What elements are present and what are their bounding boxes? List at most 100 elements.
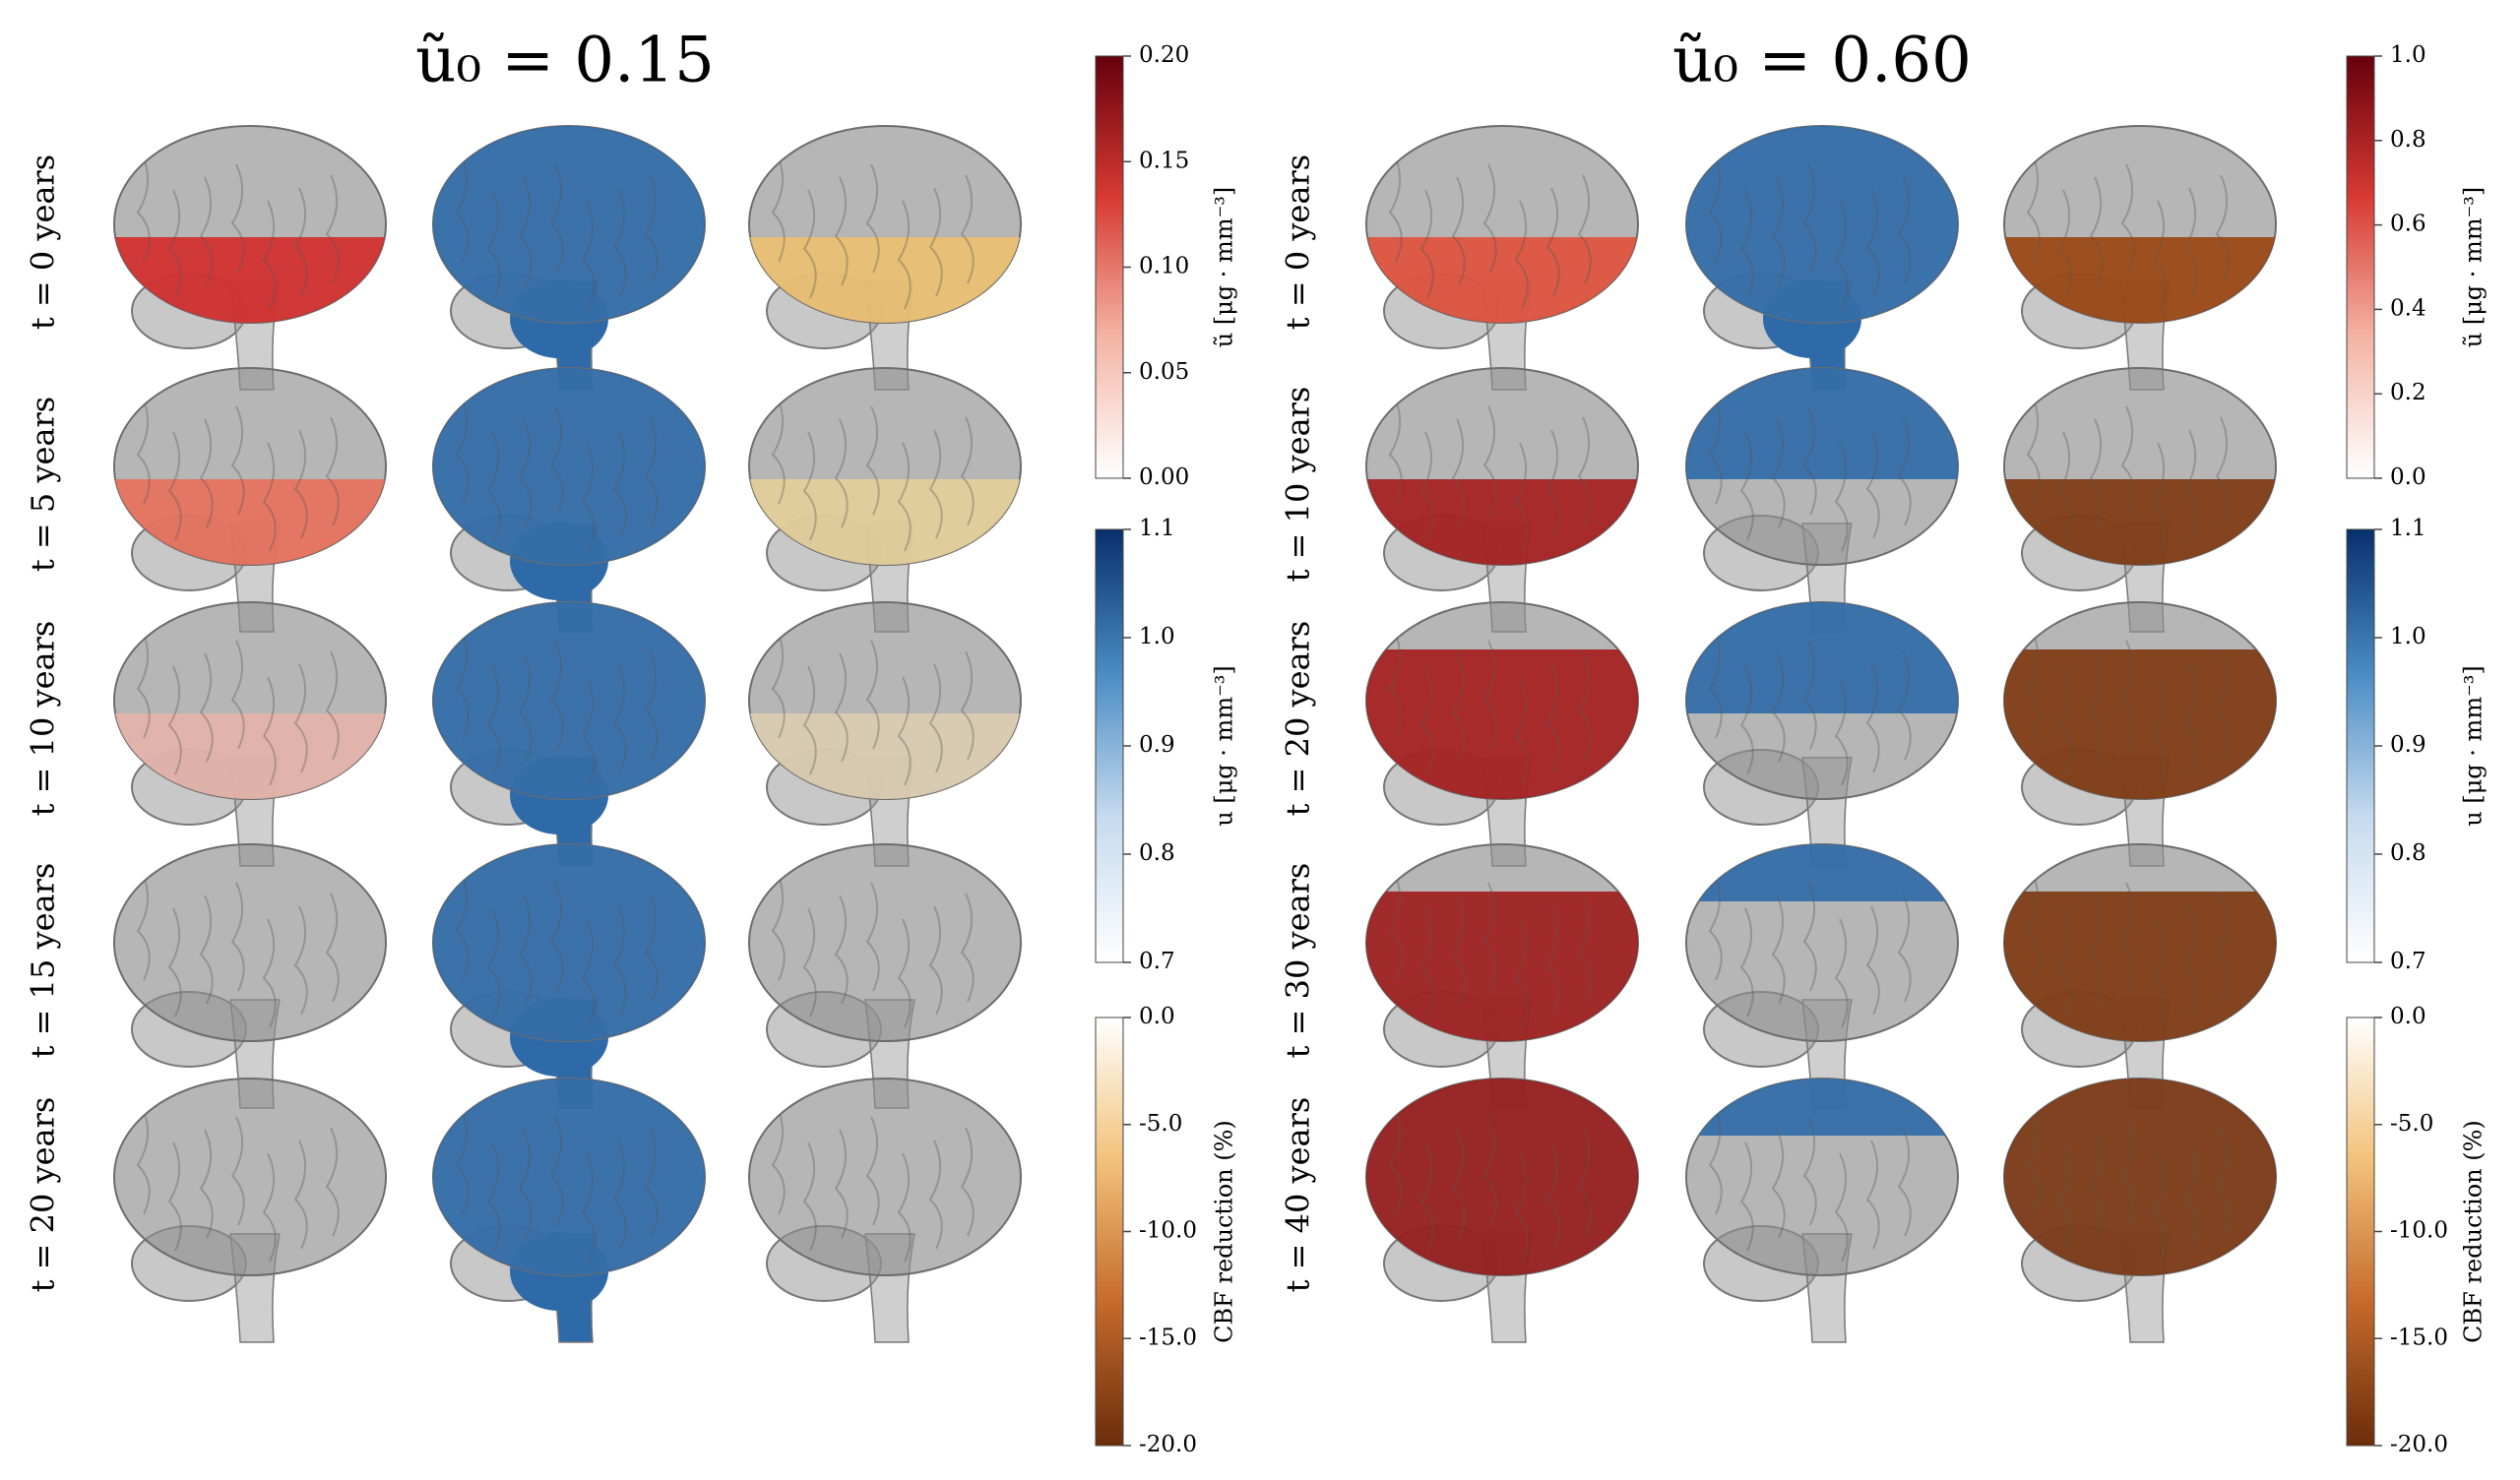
sulcus bbox=[928, 429, 943, 539]
sulcus bbox=[486, 189, 501, 299]
sulcus bbox=[2089, 176, 2104, 286]
sulcus bbox=[897, 200, 912, 310]
sulcus bbox=[834, 894, 849, 1005]
sulcus bbox=[230, 640, 245, 750]
sulcus bbox=[455, 629, 470, 739]
brain bbox=[2003, 1078, 2277, 1343]
sulcus bbox=[1419, 189, 1434, 299]
sulcus bbox=[1708, 153, 1723, 263]
sulcus bbox=[644, 650, 659, 761]
sulcus bbox=[960, 650, 975, 761]
sulcus bbox=[834, 418, 849, 528]
sulcus bbox=[897, 1152, 912, 1263]
sulcus bbox=[262, 918, 277, 1028]
cerebrum bbox=[113, 1078, 387, 1276]
brain bbox=[1685, 601, 1959, 867]
sulcus bbox=[199, 894, 214, 1005]
sulcus bbox=[1451, 418, 1466, 528]
sulcus bbox=[2152, 442, 2167, 552]
sulcus bbox=[1802, 1116, 1817, 1226]
sulcus bbox=[865, 163, 880, 274]
sulcus bbox=[325, 416, 340, 526]
sulcus bbox=[1451, 1129, 1466, 1239]
tick-label: 1.1 bbox=[2390, 516, 2426, 541]
tick-label: 0.8 bbox=[2390, 127, 2426, 153]
sulcus bbox=[771, 153, 786, 263]
sulcus bbox=[834, 1129, 849, 1239]
colorbar-label: u [μg · mm⁻³] bbox=[2460, 665, 2488, 826]
tick-label: -5.0 bbox=[2390, 1111, 2433, 1137]
sulcus bbox=[518, 418, 533, 528]
tick-label: 1.1 bbox=[1139, 516, 1175, 541]
sulcus bbox=[581, 918, 596, 1028]
sulcus bbox=[865, 640, 880, 750]
sulcus bbox=[1897, 416, 1912, 526]
sulcus bbox=[167, 189, 182, 299]
sulcus bbox=[1451, 652, 1466, 763]
sulcus bbox=[865, 405, 880, 516]
tick-label: -15.0 bbox=[1139, 1325, 1197, 1350]
sulcus bbox=[2215, 174, 2230, 284]
sulcus bbox=[1514, 918, 1529, 1028]
sulcus bbox=[486, 431, 501, 541]
brain bbox=[2003, 125, 2277, 391]
tick-label: 0.2 bbox=[2390, 380, 2426, 405]
sulcus bbox=[612, 663, 627, 773]
brain bbox=[748, 125, 1022, 391]
sulcus bbox=[2183, 429, 2198, 539]
brain bbox=[113, 601, 387, 867]
sulcus bbox=[1708, 871, 1723, 981]
sulcus bbox=[1419, 665, 1434, 775]
sulcus bbox=[2089, 418, 2104, 528]
sulcus bbox=[518, 176, 533, 286]
colorbar-label: u [μg · mm⁻³] bbox=[1211, 665, 1238, 826]
sulcus bbox=[199, 418, 214, 528]
sulcus bbox=[1577, 416, 1592, 526]
sulcus bbox=[2183, 187, 2198, 297]
sulcus bbox=[1482, 1116, 1497, 1226]
sulcus bbox=[2057, 189, 2072, 299]
sulcus bbox=[1802, 405, 1817, 516]
brain bbox=[1365, 125, 1639, 391]
sulcus bbox=[1577, 893, 1592, 1003]
sulcus bbox=[1577, 1127, 1592, 1237]
panel-title: ũ₀ = 0.15 bbox=[415, 25, 715, 97]
sulcus bbox=[2089, 1129, 2104, 1239]
brain bbox=[432, 1078, 706, 1343]
sulcus bbox=[612, 905, 627, 1016]
sulcus bbox=[2026, 629, 2041, 739]
sulcus bbox=[1388, 153, 1403, 263]
sulcus bbox=[167, 907, 182, 1018]
tint-region bbox=[433, 126, 705, 323]
row-label: t = 0 years bbox=[1280, 154, 1317, 330]
sulcus bbox=[1739, 907, 1754, 1018]
sulcus bbox=[897, 918, 912, 1028]
brain bbox=[1685, 367, 1959, 633]
sulcus bbox=[325, 1127, 340, 1237]
sulcus bbox=[802, 431, 817, 541]
sulcus bbox=[549, 1116, 564, 1226]
sulcus bbox=[486, 1141, 501, 1252]
sulcus bbox=[960, 1127, 975, 1237]
brain bbox=[1365, 601, 1639, 867]
row-label: t = 10 years bbox=[1280, 387, 1317, 583]
sulcus bbox=[1514, 1152, 1529, 1263]
tick-label: 0.10 bbox=[1139, 254, 1189, 279]
colorbar bbox=[1095, 528, 1124, 963]
brain bbox=[1685, 125, 1959, 391]
sulcus bbox=[897, 676, 912, 786]
sulcus bbox=[230, 1116, 245, 1226]
sulcus bbox=[581, 1152, 596, 1263]
sulcus bbox=[1771, 894, 1786, 1005]
sulcus bbox=[1802, 640, 1817, 750]
sulcus bbox=[199, 176, 214, 286]
sulcus bbox=[455, 871, 470, 981]
tint-region bbox=[1686, 602, 1958, 713]
brain bbox=[432, 601, 706, 867]
tint-region bbox=[2004, 1079, 2276, 1275]
tick-label: -20.0 bbox=[1139, 1432, 1197, 1457]
sulcus bbox=[1545, 429, 1560, 539]
tick-label: 0.05 bbox=[1139, 359, 1189, 385]
